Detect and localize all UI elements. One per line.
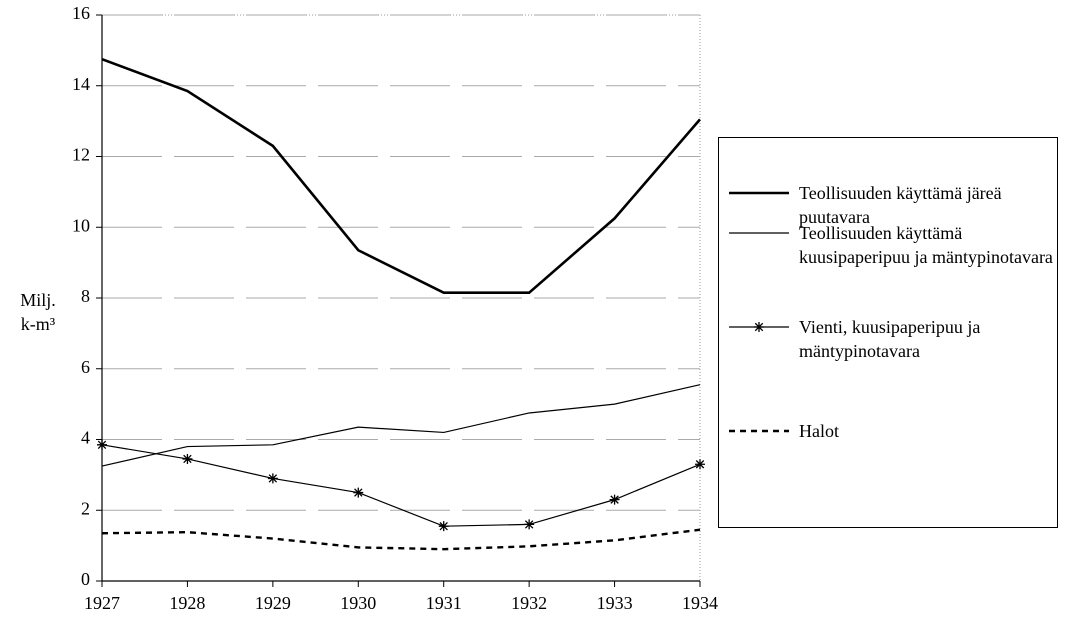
legend-label: Vienti, kuusipaperipuu ja mäntypinotavar… <box>799 317 981 361</box>
y-tick-label: 12 <box>72 145 90 165</box>
legend-entry: Halot <box>727 419 1057 443</box>
x-tick-label: 1934 <box>682 593 718 613</box>
series-line <box>101 384 701 467</box>
legend-entry: Teollisuuden käyttämä järeä puutavara <box>727 181 1057 229</box>
x-tick-label: 1932 <box>511 593 547 613</box>
y-tick-label: 14 <box>72 74 90 94</box>
legend-swatch <box>729 429 789 433</box>
marker <box>182 453 193 464</box>
y-tick-label: 0 <box>81 569 90 589</box>
marker <box>609 494 620 505</box>
x-tick-label: 1928 <box>169 593 205 613</box>
x-tick-label: 1930 <box>340 593 376 613</box>
y-tick-label: 4 <box>81 428 90 448</box>
marker <box>438 521 449 532</box>
marker <box>97 439 107 450</box>
y-tick-label: 6 <box>81 357 90 377</box>
legend-label: Teollisuuden käyttämä kuusipaperipuu ja … <box>799 223 1053 267</box>
marker <box>754 322 764 332</box>
marker <box>524 519 535 530</box>
y-tick-label: 10 <box>72 215 90 235</box>
y-axis-label: Milj. <box>20 290 56 310</box>
y-tick-label: 8 <box>81 286 90 306</box>
legend-entry: Teollisuuden käyttämä kuusipaperipuu ja … <box>727 221 1057 269</box>
y-tick-label: 16 <box>72 3 90 23</box>
series-line <box>101 58 701 294</box>
x-tick-label: 1933 <box>597 593 633 613</box>
x-tick-label: 1927 <box>84 593 120 613</box>
series-line <box>101 528 701 551</box>
marker <box>695 459 705 470</box>
y-axis-label: k-m³ <box>21 314 56 334</box>
legend-label: Teollisuuden käyttämä järeä puutavara <box>799 183 1002 227</box>
x-tick-label: 1931 <box>426 593 462 613</box>
legend-swatch <box>729 232 789 234</box>
legend-swatch <box>729 322 789 332</box>
marker <box>267 473 278 484</box>
y-tick-label: 2 <box>81 498 90 518</box>
legend-swatch <box>729 191 789 195</box>
legend-label: Halot <box>799 421 839 441</box>
series-line <box>101 444 701 527</box>
legend-entry: Vienti, kuusipaperipuu ja mäntypinotavar… <box>727 315 1057 363</box>
marker <box>353 487 364 498</box>
x-tick-label: 1929 <box>255 593 291 613</box>
legend: Teollisuuden käyttämä järeä puutavara Teo… <box>718 137 1058 528</box>
